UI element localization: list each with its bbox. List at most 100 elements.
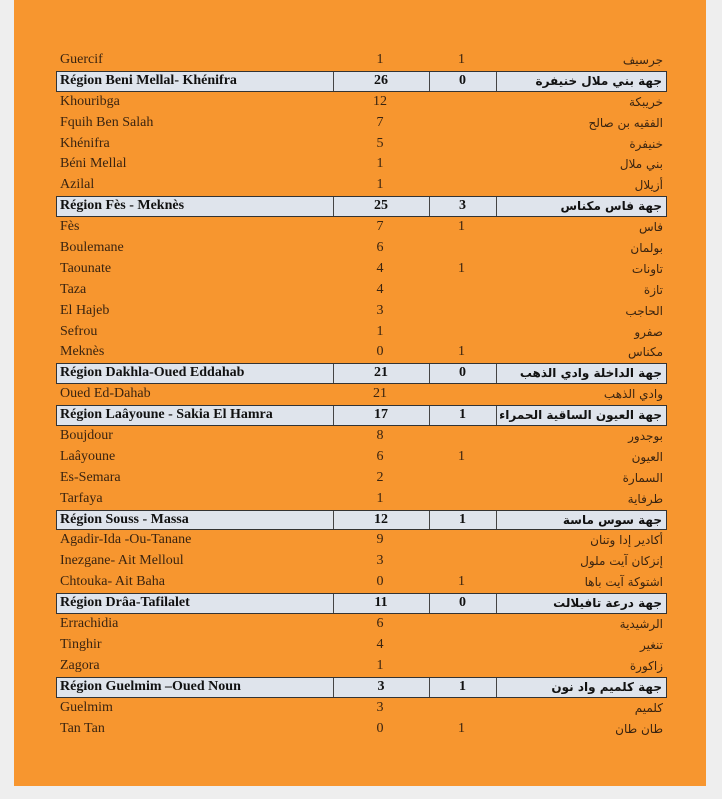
name-fr: Zagora	[60, 657, 100, 673]
name-ar: الرشيدية	[619, 617, 663, 632]
name-ar: جهة العيون الساقية الحمراء	[499, 408, 662, 423]
city-row: Taounate 4 1 تاونات	[56, 259, 667, 280]
name-ar: وادي الذهب	[603, 387, 663, 402]
count-2: 1	[458, 52, 465, 67]
name-fr: Région Souss - Massa	[60, 511, 189, 527]
name-ar: بوجدور	[628, 429, 663, 444]
count-2: 1	[458, 260, 465, 276]
name-fr: Béni Mellal	[60, 156, 127, 172]
column-divider	[496, 406, 497, 426]
name-ar: اشتوكة آيت باها	[584, 575, 663, 590]
name-ar: فاس	[638, 220, 663, 235]
name-fr: Khouribga	[60, 93, 120, 109]
column-divider	[333, 197, 334, 217]
column-divider	[429, 510, 430, 530]
name-ar: تنغير	[640, 637, 663, 652]
region-row: Région Souss - Massa 12 1 جهة سوس ماسة	[56, 509, 667, 531]
count-1: 7	[376, 114, 384, 130]
column-divider	[429, 406, 430, 426]
name-ar: أزيلال	[634, 178, 663, 193]
city-row: Azilal 1 أزيلال	[56, 175, 667, 196]
region-row: Région Dakhla-Oued Eddahab 21 0 جهة الداخلة…	[56, 363, 667, 385]
city-row: Tinghir 4 تنغير	[56, 635, 667, 656]
city-row: Boujdour 8 بوجدور	[56, 426, 667, 447]
count-1: 11	[374, 595, 388, 611]
count-1: 1	[376, 657, 384, 673]
count-1: 12	[373, 93, 387, 109]
count-1: 4	[376, 636, 384, 652]
count-2: 1	[459, 511, 466, 527]
city-row: Béni Mellal 1 بني ملال	[56, 154, 667, 175]
count-1: 6	[376, 616, 384, 632]
count-1: 21	[373, 386, 387, 402]
city-row: Inezgane- Ait Melloul 3 إنزكان آيت ملول	[56, 551, 667, 572]
count-2: 0	[459, 365, 466, 381]
name-fr: Sefrou	[60, 323, 98, 339]
name-ar: تاونات	[631, 261, 663, 276]
name-ar: جرسيف	[622, 53, 663, 67]
name-fr: Chtouka- Ait Baha	[60, 574, 165, 590]
count-1: 1	[376, 323, 384, 339]
count-1: 0	[376, 574, 384, 590]
name-ar: بولمان	[630, 241, 663, 256]
column-divider	[496, 677, 497, 697]
name-fr: Tarfaya	[60, 490, 103, 506]
count-2: 1	[458, 720, 465, 736]
count-1: 4	[376, 260, 384, 276]
count-2: 1	[459, 678, 466, 694]
city-row: Agadir-Ida -Ou-Tanane 9 أكادير إدا وتنان	[56, 530, 667, 551]
name-fr: Errachidia	[60, 616, 119, 632]
region-row: Région Fès - Meknès 25 3 جهة فاس مكناس	[56, 196, 667, 218]
region-row: Région Beni Mellal- Khénifra 26 0 جهة بني م…	[56, 70, 667, 92]
name-fr: Taounate	[60, 260, 112, 276]
name-fr: Oued Ed-Dahab	[60, 386, 151, 402]
city-row: Meknès 0 1 مكناس	[56, 342, 667, 363]
column-divider	[496, 594, 497, 614]
name-ar: خنيفرة	[629, 136, 663, 151]
name-fr: El Hajeb	[60, 302, 110, 318]
name-ar: العيون	[631, 449, 663, 464]
name-ar: جهة الداخلة وادي الذهب	[519, 366, 662, 381]
count-1: 6	[376, 240, 384, 256]
count-2: 1	[458, 574, 465, 590]
name-fr: Fès	[60, 219, 80, 235]
name-fr: Agadir-Ida -Ou-Tanane	[60, 532, 192, 548]
count-2: 3	[459, 198, 466, 214]
count-1: 1	[376, 156, 384, 172]
column-divider	[333, 406, 334, 426]
count-1: 17	[374, 407, 388, 423]
name-ar: الفقيه بن صالح	[588, 115, 663, 130]
name-ar: مكناس	[628, 345, 663, 360]
column-divider	[429, 197, 430, 217]
name-ar: جهة كلميم واد نون	[551, 679, 662, 694]
name-fr: Tinghir	[60, 636, 102, 652]
name-ar: كلميم	[634, 700, 663, 715]
name-fr: Inezgane- Ait Melloul	[60, 553, 184, 569]
name-ar: زاكورة	[629, 658, 663, 673]
name-fr: Taza	[60, 281, 87, 297]
count-1: 7	[376, 219, 384, 235]
name-fr: Laâyoune	[60, 448, 116, 464]
name-fr: Fquih Ben Salah	[60, 114, 154, 130]
count-1: 5	[376, 135, 384, 151]
city-row: Es-Semara 2 السمارة	[56, 468, 667, 489]
cases-table: Guercif 1 1 جرسيف Région Beni Mellal- Khénif…	[56, 50, 667, 739]
city-row: Sefrou 1 صفرو	[56, 322, 667, 343]
count-2: 0	[459, 72, 466, 88]
name-fr: Boulemane	[60, 240, 124, 256]
name-ar: جهة بني ملال خنيفرة	[535, 73, 662, 88]
city-row: Tarfaya 1 طرفاية	[56, 489, 667, 510]
name-fr: Guelmim	[60, 699, 113, 715]
name-fr: Région Guelmim –Oued Noun	[60, 678, 241, 694]
count-1: 1	[376, 52, 384, 67]
count-1: 0	[376, 720, 384, 736]
name-ar: جهة درعة تافيلالت	[553, 596, 662, 611]
name-ar: جهة فاس مكناس	[560, 199, 663, 214]
column-divider	[429, 677, 430, 697]
city-row: El Hajeb 3 الحاجب	[56, 301, 667, 322]
column-divider	[496, 510, 497, 530]
column-divider	[496, 364, 497, 384]
city-row: Laâyoune 6 1 العيون	[56, 447, 667, 468]
count-1: 9	[376, 532, 384, 548]
count-1: 12	[374, 511, 388, 527]
